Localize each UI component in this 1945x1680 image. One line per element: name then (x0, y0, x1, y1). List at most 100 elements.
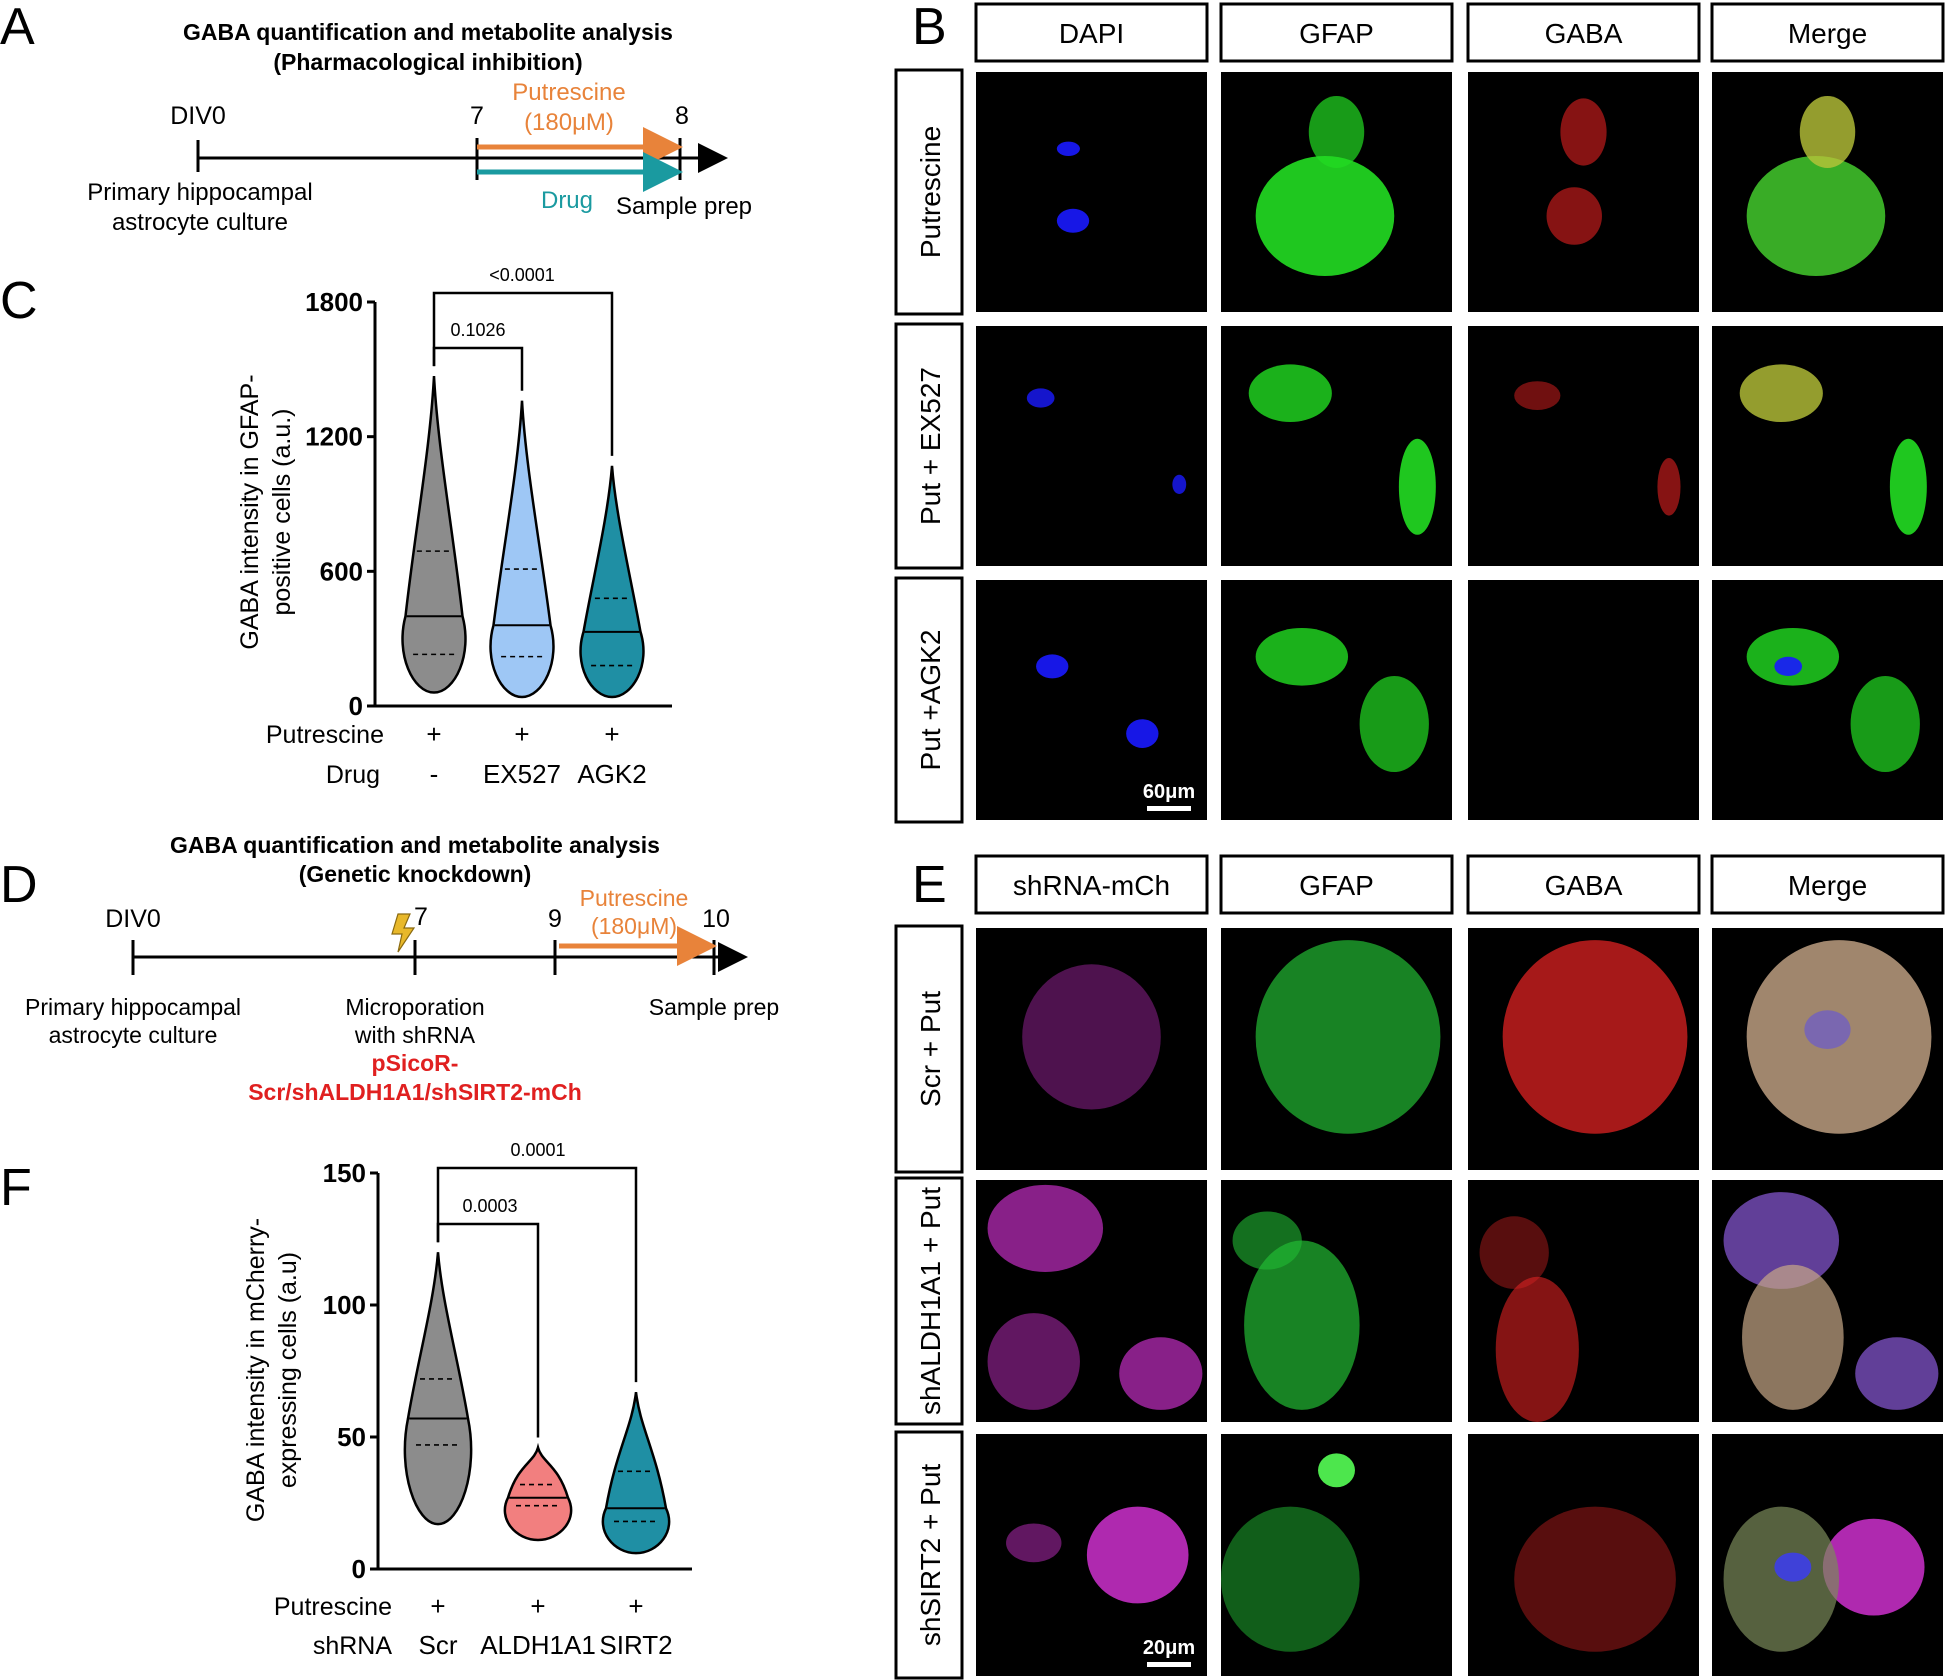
violin-1 (503, 1442, 573, 1542)
p-value-label: 0.0001 (510, 1140, 565, 1160)
row-label-box (894, 1430, 964, 1680)
panel-a-day7-label: 7 (470, 102, 484, 130)
cell-signal (1086, 1506, 1189, 1604)
x-label-drug: EX527 (483, 759, 561, 789)
column-header-box (974, 854, 1209, 915)
x-label-drug: - (430, 759, 439, 789)
cell-signal (1774, 1552, 1812, 1582)
panel-d-micro-line1: Microporation (345, 994, 484, 1020)
row-label-box (894, 68, 964, 316)
micrograph-0-0 (976, 72, 1207, 312)
column-header-box (1466, 854, 1701, 915)
panel-letter-d: D (0, 856, 38, 914)
cell-signal (1479, 1216, 1549, 1289)
cell-signal (1804, 1010, 1851, 1049)
y-tick-label: 0 (349, 691, 363, 721)
panel-c-ylabel-line2: positive cells (a.u.) (268, 408, 296, 615)
panel-d-construct-line2: Scr/shALDH1A1/shSIRT2-mCh (248, 1079, 582, 1105)
panel-d-putrescine-conc: (180μM) (591, 913, 677, 939)
x-label-shrna: Scr (419, 1630, 458, 1660)
panel-letter-e: E (912, 856, 947, 914)
violin-2 (579, 465, 645, 699)
micrograph-1-2 (1468, 326, 1699, 566)
violin-0 (403, 1252, 473, 1526)
column-header-label: GFAP (1299, 870, 1374, 901)
cell-signal (1119, 1337, 1203, 1410)
cell-signal (1244, 1240, 1360, 1410)
panel-f-ylabel-line1: GABA intensity in mCherry- (242, 1218, 270, 1522)
panel-a-drug-label: Drug (541, 187, 593, 214)
scale-bar (1147, 1662, 1191, 1667)
scale-bar (1147, 806, 1191, 811)
x-label-putrescine: + (430, 1591, 445, 1621)
row-label: shALDH1A1 + Put (915, 1187, 946, 1415)
row-label: Scr + Put (915, 991, 946, 1107)
column-header-label: Merge (1788, 18, 1867, 49)
panel-d-day9-label: 9 (548, 905, 562, 933)
row-label: Put + EX527 (915, 367, 946, 525)
y-tick-label: 100 (323, 1290, 366, 1320)
panel-c-violin-chart: GABA intensity in GFAP- positive cells (… (236, 265, 672, 789)
column-header-box (974, 2, 1209, 63)
column-header-label: DAPI (1059, 18, 1124, 49)
column-header-label: Merge (1788, 870, 1867, 901)
violin-2 (601, 1391, 671, 1555)
cell-signal (1739, 364, 1823, 423)
y-tick-label: 600 (320, 556, 363, 586)
cell-signal (987, 1184, 1104, 1272)
row-label-box (894, 1176, 964, 1426)
micrograph-1-0 (976, 326, 1207, 566)
x-label-shrna: SIRT2 (599, 1630, 672, 1660)
scale-bar-label: 60μm (1143, 781, 1195, 803)
cell-signal (1850, 676, 1920, 772)
cell-signal (1126, 719, 1159, 748)
violin-1 (489, 400, 555, 699)
panel-letter-c: C (0, 272, 38, 330)
x-label-shrna: ALDH1A1 (480, 1630, 596, 1660)
row-label: shSIRT2 + Put (915, 1464, 946, 1647)
cell-signal (1822, 1518, 1925, 1616)
cell-signal (1560, 98, 1607, 166)
cell-signal (1056, 141, 1080, 156)
row-label-box (894, 924, 964, 1174)
column-header-box (1710, 854, 1945, 915)
column-header-label: GABA (1545, 18, 1623, 49)
panel-d-day10-label: 10 (702, 905, 730, 933)
cell-signal (1723, 1192, 1840, 1289)
cell-signal (1255, 940, 1441, 1134)
cell-signal (1746, 628, 1840, 686)
row-label-box (894, 322, 964, 570)
cell-signal (1255, 156, 1395, 276)
panel-a-putrescine-conc: (180μM) (524, 109, 614, 136)
cell-signal (1657, 458, 1681, 516)
panel-d-sample-prep: Sample prep (649, 994, 779, 1020)
panel-f-ylabel-line2: expressing cells (a.u) (274, 1252, 302, 1488)
cell-signal (1723, 1506, 1840, 1652)
column-header-box (1219, 854, 1454, 915)
column-header-label: shRNA-mCh (1013, 870, 1170, 901)
panel-d-day7-label: 7 (414, 903, 428, 931)
panel-f-violin-chart: GABA intensity in mCherry- expressing ce… (242, 1140, 692, 1660)
lightning-bolt-icon (391, 913, 416, 953)
cell-signal (1248, 364, 1332, 423)
cell-signal (1026, 388, 1055, 408)
panel-a-div0-label: DIV0 (170, 102, 226, 130)
cell-signal (1855, 1337, 1939, 1410)
cell-signal (1221, 1506, 1360, 1652)
panel-a-title-line1: GABA quantification and metabolite analy… (183, 19, 673, 45)
p-value-label: 0.1026 (450, 320, 505, 340)
cell-signal (1056, 208, 1090, 233)
panel-letter-b: B (912, 0, 947, 56)
y-tick-label: 1200 (305, 422, 363, 452)
panel-c-row-label-putrescine: Putrescine (266, 721, 384, 749)
violin-0 (401, 376, 467, 694)
cell-signal (1889, 438, 1927, 535)
significance-bracket (432, 291, 614, 456)
panel-a-title-line2: (Pharmacological inhibition) (273, 49, 582, 75)
cell-signal (1799, 96, 1856, 168)
p-value-label: <0.0001 (489, 265, 555, 285)
cell-signal (1514, 1506, 1676, 1652)
x-label-putrescine: + (628, 1591, 643, 1621)
panel-b-image-grid: DAPI GFAP GABA Merge Putrescine Put + EX527 Pu… (894, 2, 1945, 824)
panel-d-div0-label: DIV0 (105, 905, 161, 933)
